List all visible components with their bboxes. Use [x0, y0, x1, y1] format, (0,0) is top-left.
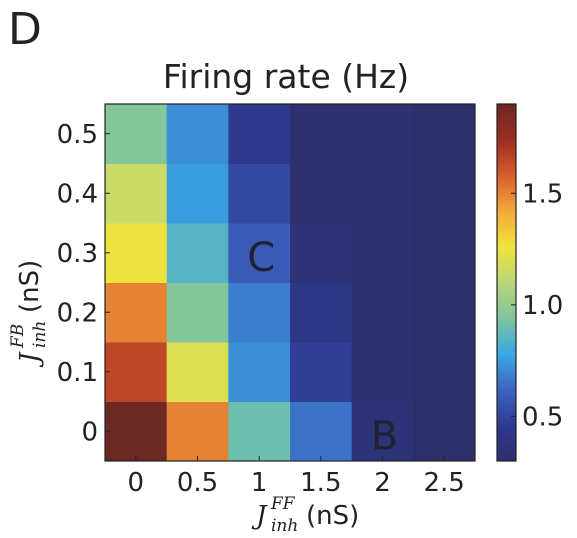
colorbar — [497, 104, 516, 461]
heatmap-annotations: CB — [247, 235, 398, 460]
heatmap-cell — [290, 282, 353, 343]
annotation-label: C — [247, 235, 275, 281]
heatmap-cell — [228, 342, 291, 402]
annotation-label: B — [371, 413, 398, 459]
y-axis-subscript: inh — [30, 321, 50, 348]
x-axis-subscript: inh — [271, 516, 298, 536]
heatmap-cell — [290, 223, 353, 283]
heatmap-cell — [166, 223, 229, 283]
y-tick-label: 0.2 — [57, 298, 98, 328]
heatmap-cell — [105, 282, 168, 343]
heatmap-cell — [105, 223, 168, 283]
heatmap-cell — [228, 282, 291, 343]
heatmap-cell — [228, 163, 291, 224]
heatmap-cell — [166, 401, 229, 462]
x-tick-label: 1 — [251, 468, 268, 498]
heatmap-cell — [228, 223, 291, 283]
heatmap-cell — [413, 401, 476, 462]
x-axis-unit: (nS) — [306, 501, 359, 531]
y-tick-label: 0.4 — [57, 179, 98, 209]
heatmap-cell — [166, 163, 229, 224]
heatmap-cell — [351, 401, 414, 462]
heatmap-cell — [351, 282, 414, 343]
colorbar-ticks: 0.5 1.0 1.5 — [511, 179, 563, 432]
heatmap-cell — [413, 163, 476, 224]
heatmap-cell — [166, 342, 229, 402]
heatmap-cell — [105, 401, 168, 462]
heatmap-cells — [105, 104, 476, 462]
y-tick-label: 0.5 — [57, 120, 98, 150]
y-axis-ticks: 0 0.1 0.2 0.3 0.4 0.5 — [57, 120, 110, 447]
heatmap-cell — [413, 282, 476, 343]
colorbar-frame — [496, 103, 517, 462]
heatmap-cell — [351, 342, 414, 402]
x-tick-label: 0.5 — [177, 468, 218, 498]
heatmap-cell — [228, 401, 291, 462]
x-tick-label: 2 — [374, 468, 391, 498]
heatmap-cell — [351, 104, 414, 164]
y-tick-label: 0.1 — [57, 358, 98, 388]
heatmap-cell — [413, 342, 476, 402]
x-axis-label: J FF inh (nS) — [251, 494, 359, 536]
x-axis-symbol: J — [251, 501, 268, 531]
heatmap-cell — [351, 163, 414, 224]
heatmap-cell — [290, 342, 353, 402]
heatmap-cell — [290, 104, 353, 164]
heatmap-cell — [351, 223, 414, 283]
heatmap-cell — [228, 104, 291, 164]
heatmap-cell — [413, 223, 476, 283]
colorbar-tick-label: 1.0 — [522, 291, 563, 321]
heatmap-cell — [290, 163, 353, 224]
y-axis-label: J FB inh (nS) — [8, 260, 50, 368]
x-tick-label: 2.5 — [423, 468, 464, 498]
heatmap-cell — [290, 401, 353, 462]
heatmap-cell — [166, 282, 229, 343]
x-axis-ticks: 0 0.5 1 1.5 2 2.5 — [128, 456, 465, 498]
heatmap-cell — [105, 342, 168, 402]
y-tick-label: 0.3 — [57, 239, 98, 269]
chart-title: Firing rate (Hz) — [163, 57, 409, 96]
heatmap-cell — [413, 104, 476, 164]
colorbar-tick-label: 0.5 — [522, 402, 563, 432]
panel-label: D — [8, 4, 42, 55]
heatmap-cell — [105, 163, 168, 224]
y-axis-unit: (nS) — [15, 260, 45, 313]
x-axis-superscript: FF — [270, 494, 296, 514]
y-tick-label: 0 — [81, 417, 98, 447]
x-tick-label: 1.5 — [300, 468, 341, 498]
colorbar-tick-label: 1.5 — [522, 179, 563, 209]
y-axis-superscript: FB — [8, 324, 28, 349]
y-axis-symbol: J — [15, 351, 45, 368]
heatmap-cell — [105, 104, 168, 164]
heatmap-cell — [166, 104, 229, 164]
x-tick-label: 0 — [128, 468, 145, 498]
plot-frame — [104, 103, 476, 462]
